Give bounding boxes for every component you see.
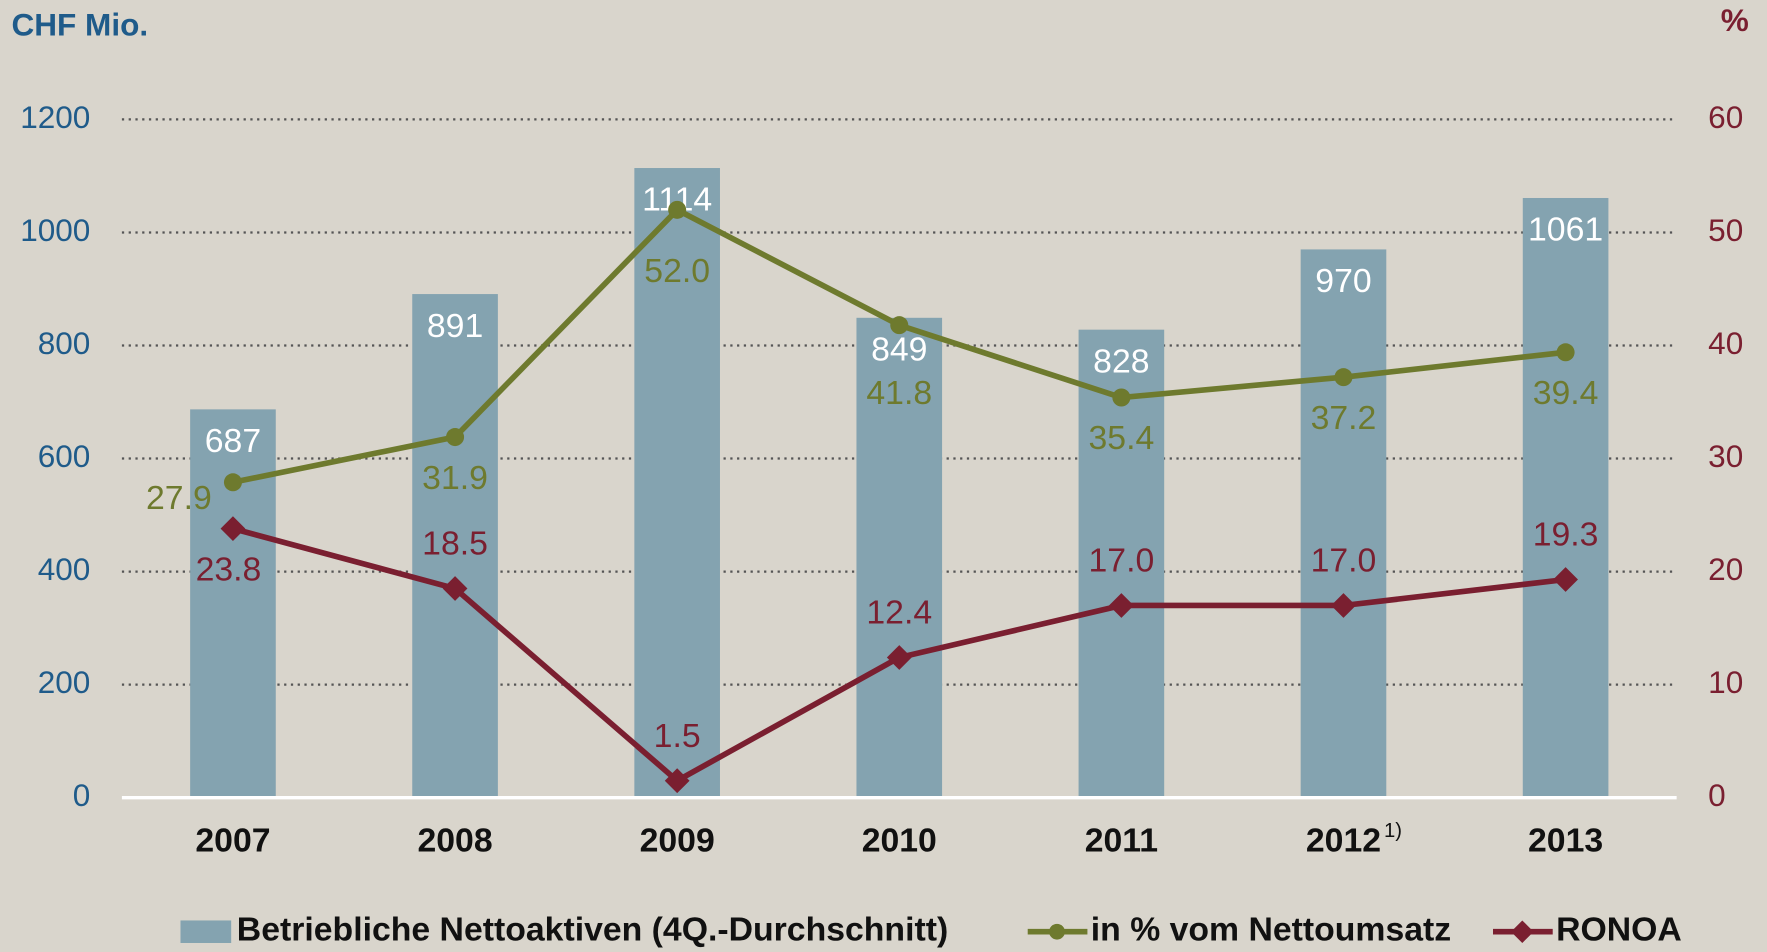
x-tick-label: 2012 — [1306, 822, 1381, 860]
bar-value-label: 891 — [427, 307, 483, 345]
y2-axis-title: % — [1721, 2, 1749, 38]
line-marker — [223, 473, 242, 492]
legend-label: RONOA — [1556, 911, 1682, 949]
y2-tick-label: 50 — [1708, 212, 1743, 248]
line-marker — [1331, 593, 1356, 618]
line-value-label: 41.8 — [866, 374, 932, 412]
line-marker — [664, 768, 690, 794]
y2-tick-label: 10 — [1708, 664, 1743, 700]
line-value-label: 12.4 — [866, 594, 932, 632]
y2-tick-label: 60 — [1708, 99, 1743, 135]
bar — [634, 168, 720, 798]
line-value-label: 31.9 — [422, 459, 488, 497]
line-value-label: 35.4 — [1089, 419, 1155, 457]
bar — [1078, 329, 1165, 798]
line-marker — [442, 576, 468, 601]
y-tick-label: 800 — [38, 325, 91, 361]
y-tick-label: 400 — [38, 551, 91, 587]
y-axis-title: CHF Mio. — [11, 6, 148, 42]
line-value-label: 27.9 — [146, 479, 212, 517]
bar-value-label: 828 — [1093, 342, 1149, 380]
line-marker — [446, 428, 465, 447]
line-marker — [668, 200, 687, 219]
line-marker — [1334, 368, 1353, 387]
line-value-label: 1.5 — [654, 717, 701, 755]
y-tick-label: 1000 — [20, 212, 90, 248]
line-marker — [1553, 567, 1578, 592]
line-value-label: 17.0 — [1311, 542, 1377, 580]
x-tick-label: 2008 — [417, 822, 492, 860]
y2-tick-label: 40 — [1708, 325, 1743, 361]
footnote-mark: 1) — [1384, 820, 1402, 842]
bar — [412, 294, 498, 798]
bar-value-label: 970 — [1315, 262, 1371, 300]
line-value-label: 19.3 — [1533, 516, 1599, 554]
x-tick-label: 2013 — [1528, 822, 1603, 860]
line-marker — [1112, 388, 1131, 407]
bar — [190, 409, 276, 798]
legend-label: in % vom Nettoumsatz — [1091, 911, 1451, 949]
line-value-label: 23.8 — [196, 550, 262, 588]
line-marker — [220, 516, 246, 542]
legend-label: Betriebliche Nettoaktiven (4Q.-Durchschn… — [237, 911, 948, 949]
line-value-label: 37.2 — [1311, 399, 1377, 437]
legend-swatch — [180, 920, 232, 943]
y2-tick-label: 30 — [1708, 438, 1743, 474]
line-value-label: 17.0 — [1089, 542, 1155, 580]
line-value-label: 39.4 — [1533, 374, 1599, 412]
legend-marker — [1049, 923, 1065, 940]
x-tick-label: 2011 — [1085, 822, 1158, 860]
bar — [1300, 249, 1387, 798]
y-tick-label: 0 — [73, 777, 91, 813]
bar-value-label: 1061 — [1528, 211, 1603, 249]
y2-tick-label: 20 — [1708, 551, 1743, 587]
y-tick-label: 1200 — [20, 99, 90, 135]
bar — [1522, 197, 1609, 798]
x-tick-label: 2009 — [640, 822, 715, 860]
bar-value-label: 849 — [871, 331, 927, 369]
line-marker — [890, 316, 909, 335]
line-value-label: 52.0 — [644, 252, 710, 290]
line-marker — [1556, 343, 1575, 362]
y-tick-label: 600 — [38, 438, 91, 474]
y2-tick-label: 0 — [1708, 777, 1726, 813]
bar — [856, 317, 943, 798]
y-tick-label: 200 — [38, 664, 91, 700]
x-tick-label: 2007 — [195, 822, 270, 860]
bar-value-label: 687 — [205, 422, 261, 460]
line-marker — [886, 645, 912, 670]
x-tick-label: 2010 — [862, 822, 937, 860]
line-value-label: 18.5 — [422, 525, 488, 563]
